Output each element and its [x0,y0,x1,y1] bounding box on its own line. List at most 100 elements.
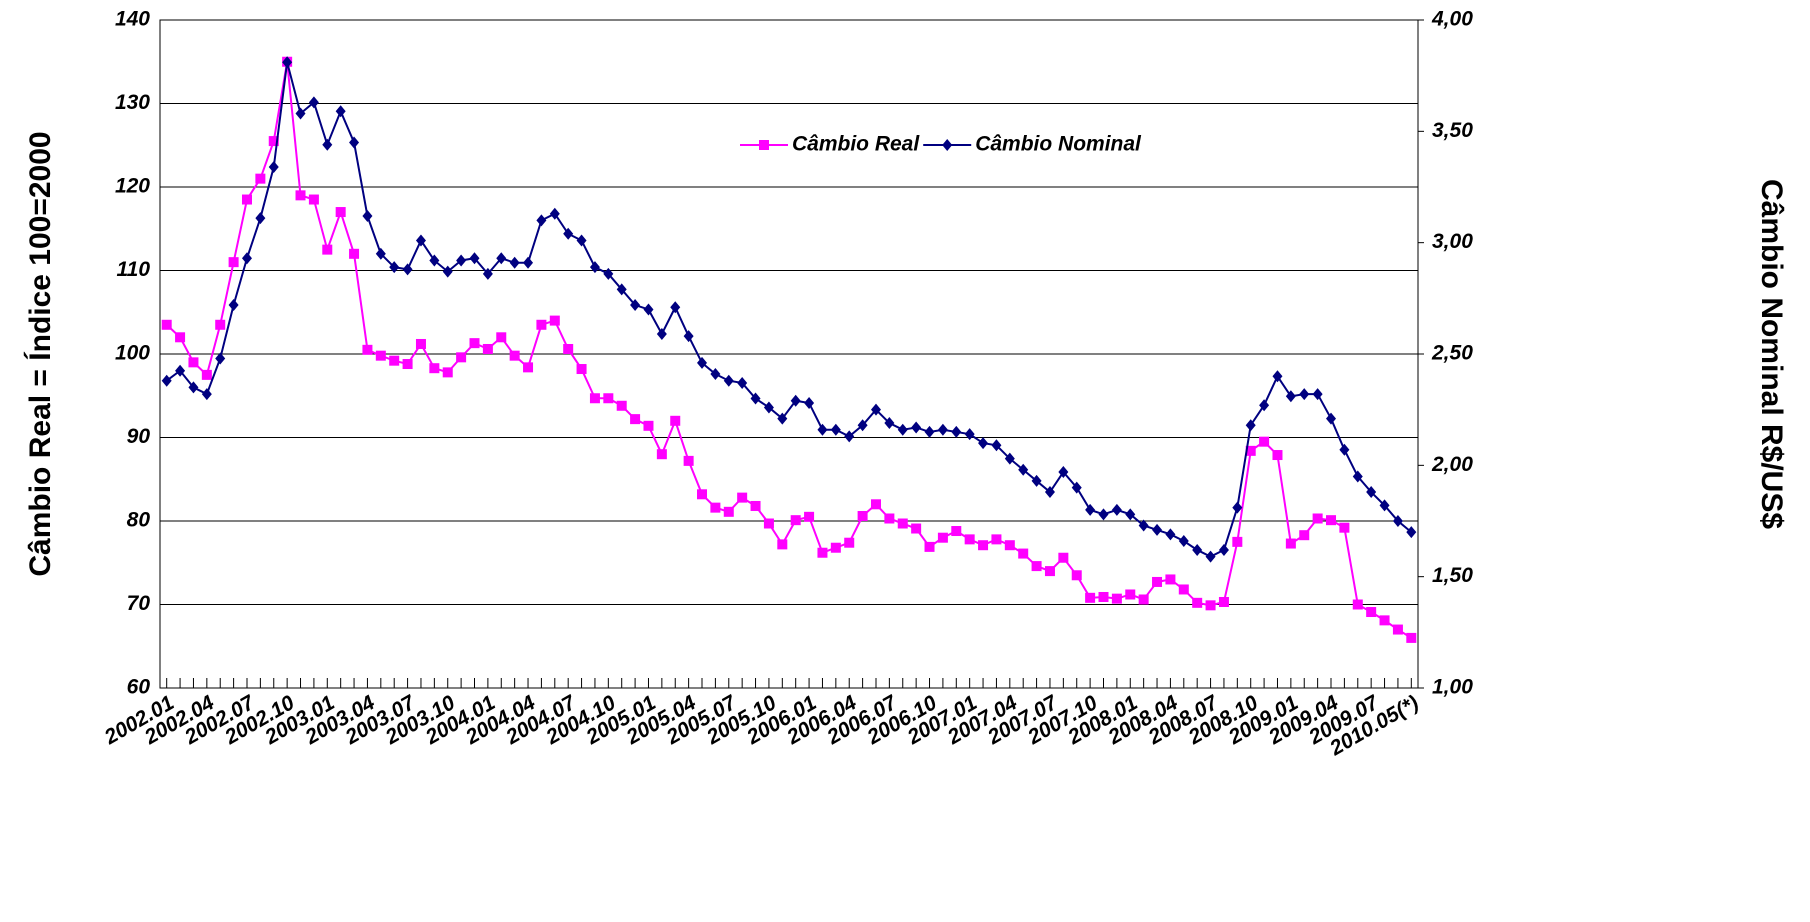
point [710,368,721,381]
point [643,303,654,316]
point [697,356,708,369]
legend-marker [942,139,953,151]
point [375,247,386,260]
point [549,207,560,220]
point [1232,536,1243,547]
point [1205,600,1216,611]
point [897,518,908,529]
point [978,540,989,551]
point [1366,607,1377,618]
point [817,547,828,558]
point [804,396,815,409]
point [255,173,266,184]
point [188,381,199,394]
point [1259,436,1270,447]
y-tick-label: 70 [127,592,151,615]
point [1299,388,1310,401]
point [790,515,801,526]
y2-tick-label: 4,00 [1431,8,1473,31]
point [603,267,614,280]
y-tick-label: 60 [127,676,151,699]
point [1152,576,1163,587]
point [857,419,868,432]
point [1058,466,1069,479]
point [616,400,627,411]
point [1071,570,1082,581]
point [241,194,252,205]
point [844,430,855,443]
point [603,393,614,404]
point [415,234,426,247]
point [1339,443,1350,456]
point [937,532,948,543]
point [643,420,654,431]
y-tick-label: 120 [115,175,150,198]
point [1272,370,1283,383]
point [322,138,333,151]
point [750,500,761,511]
point [1406,526,1417,539]
point [442,367,453,378]
y-tick-label: 100 [115,342,150,365]
point [1018,548,1029,559]
point [1366,486,1377,499]
y2-tick-label: 1,50 [1432,564,1473,587]
point [750,392,761,405]
point [161,319,172,330]
point [295,107,306,120]
point [482,267,493,280]
point [549,315,560,326]
point [777,412,788,425]
y-tick-label: 90 [127,425,151,448]
point [335,105,346,118]
point [978,437,989,450]
point [228,257,239,268]
point [201,388,212,401]
point [402,263,413,276]
point [884,417,895,430]
point [1085,503,1096,516]
point [1018,463,1029,476]
point [697,489,708,500]
point [1044,486,1055,499]
point [1111,503,1122,516]
point [817,423,828,436]
point [670,415,681,426]
point [389,355,400,366]
point [1285,390,1296,403]
point [1272,450,1283,461]
point [1165,574,1176,585]
point [656,449,667,460]
point [670,301,681,314]
point [1259,399,1270,412]
point [857,510,868,521]
point [1392,515,1403,527]
legend-marker [759,140,769,150]
point [1165,528,1176,541]
point [723,506,734,517]
point [884,513,895,524]
point [911,523,922,534]
point [1312,513,1323,524]
point [349,136,360,149]
point [523,362,534,373]
point [1152,523,1163,536]
point [1111,593,1122,604]
point [496,252,507,265]
point [870,499,881,510]
point [589,393,600,404]
point [924,541,935,552]
point [402,359,413,370]
point [1044,566,1055,577]
point [349,248,360,259]
point [268,160,279,173]
point [1085,592,1096,603]
point [456,254,467,267]
point [1326,412,1337,425]
point [563,343,574,354]
legend-label: Câmbio Real [792,133,920,156]
y2-axis-title: Câmbio Nominal R$/US$ [1755,179,1788,529]
point [964,428,975,441]
point [536,214,547,227]
